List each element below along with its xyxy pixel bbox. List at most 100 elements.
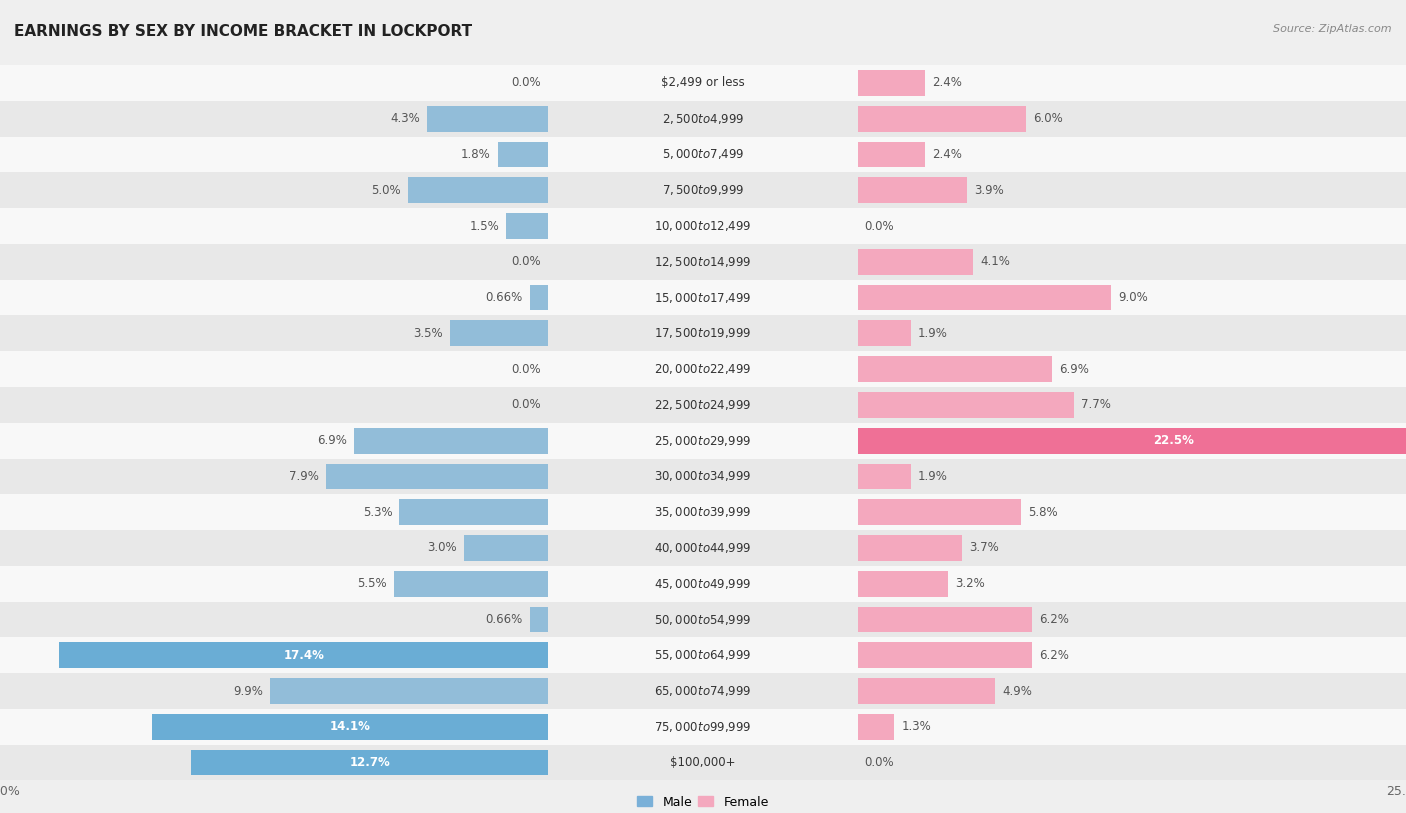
Text: 7.9%: 7.9% (290, 470, 319, 483)
Text: 7.7%: 7.7% (1081, 398, 1111, 411)
Bar (0, 387, 1406, 423)
Bar (0, 172, 1406, 208)
Text: 0.66%: 0.66% (485, 291, 523, 304)
Bar (858, 70, 925, 96)
Bar (858, 678, 995, 704)
Bar (0, 101, 1406, 137)
Text: $55,000 to $64,999: $55,000 to $64,999 (654, 648, 752, 663)
Text: 0.0%: 0.0% (865, 756, 894, 769)
Text: EARNINGS BY SEX BY INCOME BRACKET IN LOCKPORT: EARNINGS BY SEX BY INCOME BRACKET IN LOC… (14, 24, 472, 39)
Bar (0, 208, 1406, 244)
Text: $22,500 to $24,999: $22,500 to $24,999 (654, 398, 752, 412)
Bar (0, 315, 1406, 351)
Bar (399, 499, 548, 525)
Text: $65,000 to $74,999: $65,000 to $74,999 (654, 684, 752, 698)
Text: 3.2%: 3.2% (955, 577, 984, 590)
Bar (427, 106, 548, 132)
Bar (858, 463, 911, 489)
Text: $75,000 to $99,999: $75,000 to $99,999 (654, 720, 752, 734)
Text: 6.9%: 6.9% (318, 434, 347, 447)
Text: 0.0%: 0.0% (512, 398, 541, 411)
Bar (858, 249, 973, 275)
Text: 5.5%: 5.5% (357, 577, 387, 590)
Text: $50,000 to $54,999: $50,000 to $54,999 (654, 612, 752, 627)
Bar (498, 141, 548, 167)
Text: 3.7%: 3.7% (969, 541, 998, 554)
Bar (0, 244, 1406, 280)
Text: $30,000 to $34,999: $30,000 to $34,999 (654, 469, 752, 484)
Text: 3.0%: 3.0% (427, 541, 457, 554)
Bar (0, 423, 1406, 459)
Text: $17,500 to $19,999: $17,500 to $19,999 (654, 326, 752, 341)
Bar (394, 571, 548, 597)
Text: 0.66%: 0.66% (485, 613, 523, 626)
Text: $15,000 to $17,499: $15,000 to $17,499 (654, 290, 752, 305)
Text: 5.8%: 5.8% (1028, 506, 1057, 519)
Bar (858, 392, 1074, 418)
Bar (506, 213, 548, 239)
Bar (530, 606, 548, 633)
Text: 12.7%: 12.7% (350, 756, 389, 769)
Bar (0, 65, 1406, 101)
Bar (858, 177, 967, 203)
Bar (0, 137, 1406, 172)
Bar (858, 714, 894, 740)
Bar (858, 106, 1026, 132)
Text: 3.9%: 3.9% (974, 184, 1004, 197)
Text: 1.9%: 1.9% (918, 327, 948, 340)
Text: $35,000 to $39,999: $35,000 to $39,999 (654, 505, 752, 520)
Text: $45,000 to $49,999: $45,000 to $49,999 (654, 576, 752, 591)
Text: $10,000 to $12,499: $10,000 to $12,499 (654, 219, 752, 233)
Text: 1.9%: 1.9% (918, 470, 948, 483)
Text: 5.3%: 5.3% (363, 506, 392, 519)
Text: 6.9%: 6.9% (1059, 363, 1088, 376)
Bar (270, 678, 548, 704)
Text: 9.0%: 9.0% (1118, 291, 1147, 304)
Bar (858, 535, 962, 561)
Text: $5,000 to $7,499: $5,000 to $7,499 (662, 147, 744, 162)
Text: 1.3%: 1.3% (901, 720, 931, 733)
Bar (858, 356, 1052, 382)
Text: 0.0%: 0.0% (512, 363, 541, 376)
Bar (464, 535, 548, 561)
Text: 1.8%: 1.8% (461, 148, 491, 161)
Bar (858, 499, 1021, 525)
Text: 4.1%: 4.1% (980, 255, 1010, 268)
Bar (354, 428, 548, 454)
Bar (858, 285, 1111, 311)
Text: 0.0%: 0.0% (865, 220, 894, 233)
Bar (191, 750, 548, 776)
Bar (0, 673, 1406, 709)
Bar (0, 602, 1406, 637)
Bar (59, 642, 548, 668)
Text: 6.2%: 6.2% (1039, 649, 1069, 662)
Text: 0.0%: 0.0% (512, 255, 541, 268)
Text: $12,500 to $14,999: $12,500 to $14,999 (654, 254, 752, 269)
Text: 5.0%: 5.0% (371, 184, 401, 197)
Text: 2.4%: 2.4% (932, 148, 962, 161)
Text: 4.9%: 4.9% (1002, 685, 1032, 698)
Text: $40,000 to $44,999: $40,000 to $44,999 (654, 541, 752, 555)
Text: $20,000 to $22,499: $20,000 to $22,499 (654, 362, 752, 376)
Text: 1.5%: 1.5% (470, 220, 499, 233)
Text: 3.5%: 3.5% (413, 327, 443, 340)
Bar (858, 642, 1032, 668)
Text: 2.4%: 2.4% (932, 76, 962, 89)
Bar (858, 571, 948, 597)
Bar (0, 566, 1406, 602)
Text: 9.9%: 9.9% (233, 685, 263, 698)
Text: Source: ZipAtlas.com: Source: ZipAtlas.com (1274, 24, 1392, 34)
Text: $7,500 to $9,999: $7,500 to $9,999 (662, 183, 744, 198)
Bar (0, 709, 1406, 745)
Bar (0, 637, 1406, 673)
Bar (858, 141, 925, 167)
Bar (0, 745, 1406, 780)
Text: 6.0%: 6.0% (1033, 112, 1063, 125)
Bar (152, 714, 548, 740)
Bar (0, 351, 1406, 387)
Text: 6.2%: 6.2% (1039, 613, 1069, 626)
Bar (530, 285, 548, 311)
Text: $100,000+: $100,000+ (671, 756, 735, 769)
Bar (0, 530, 1406, 566)
Bar (858, 606, 1032, 633)
